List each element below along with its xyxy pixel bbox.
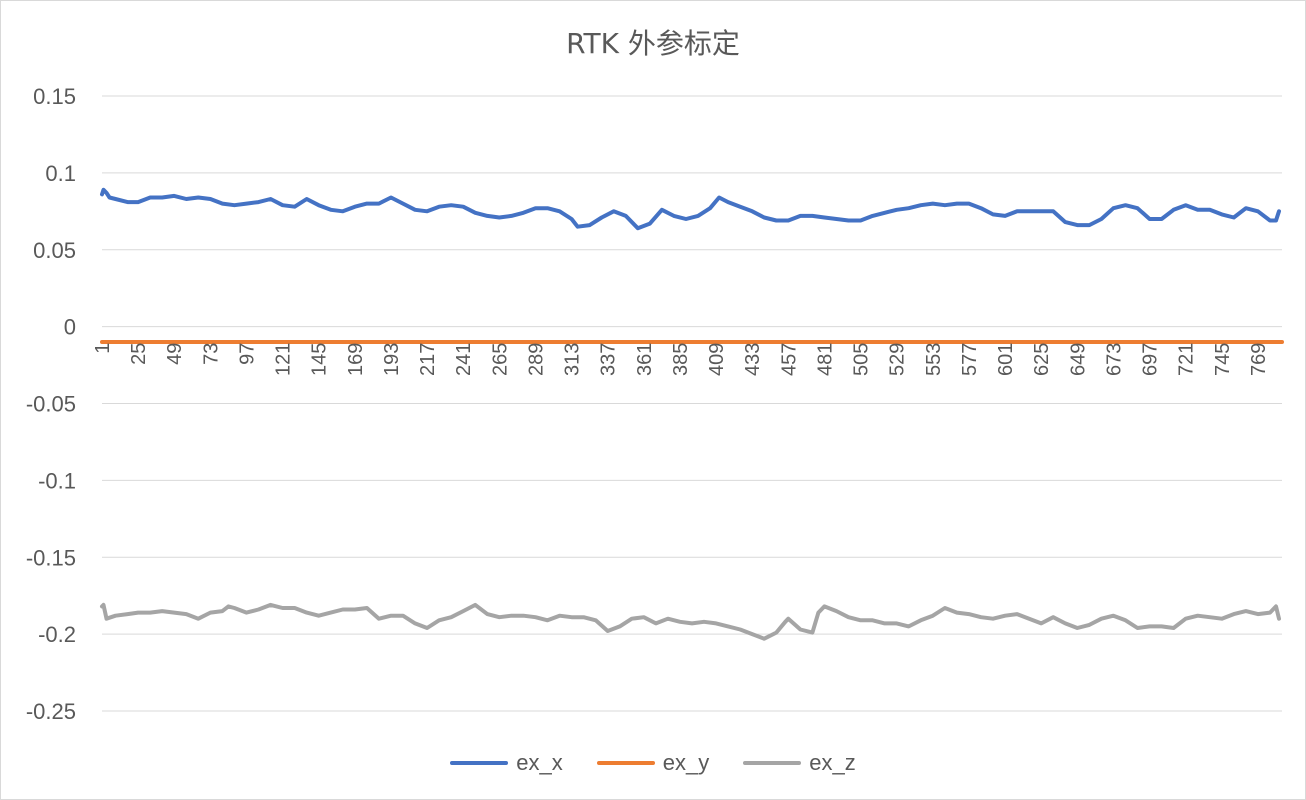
x-tick-label: 169 bbox=[345, 343, 367, 376]
y-tick-label: 0.1 bbox=[45, 161, 76, 186]
legend-item-ex-z: ex_z bbox=[743, 750, 856, 776]
x-tick-label: 553 bbox=[923, 343, 945, 376]
chart-title: RTK 外参标定 bbox=[566, 27, 740, 60]
x-tick-label: 577 bbox=[959, 343, 981, 376]
legend-label: ex_z bbox=[809, 750, 856, 775]
x-tick-label: 265 bbox=[489, 343, 511, 376]
y-tick-label: 0.15 bbox=[33, 84, 76, 109]
y-tick-label: -0.25 bbox=[26, 699, 76, 724]
x-tick-label: 721 bbox=[1176, 343, 1198, 376]
y-tick-label: -0.05 bbox=[26, 392, 76, 417]
legend-swatch bbox=[596, 761, 655, 765]
x-tick-label: 529 bbox=[887, 343, 909, 376]
x-tick-label: 409 bbox=[706, 343, 728, 376]
x-tick-label: 673 bbox=[1103, 343, 1125, 376]
x-tick-label: 649 bbox=[1067, 343, 1089, 376]
x-tick-label: 217 bbox=[417, 343, 439, 376]
y-tick-label: -0.1 bbox=[38, 468, 76, 493]
x-tick-label: 697 bbox=[1140, 343, 1162, 376]
x-tick-label: 73 bbox=[200, 343, 222, 365]
x-tick-label: 289 bbox=[525, 343, 547, 376]
y-axis-ticks: 0.15 0.1 0.05 0 -0.05 -0.1 -0.15 -0.2 -0.25 bbox=[26, 84, 76, 724]
x-tick-label: 745 bbox=[1212, 343, 1234, 376]
x-tick-label: 385 bbox=[670, 343, 692, 376]
x-tick-label: 769 bbox=[1248, 343, 1270, 376]
x-tick-label: 625 bbox=[1031, 343, 1053, 376]
x-tick-label: 145 bbox=[309, 343, 331, 376]
y-tick-label: 0 bbox=[64, 315, 76, 340]
x-tick-label: 601 bbox=[995, 343, 1017, 376]
series-line-ex-z bbox=[100, 602, 1281, 641]
x-axis-ticks: 1 25 49 73 97 121 145 169 193 217 241 265 289 313 337 3… bbox=[92, 343, 1270, 376]
legend-item-ex-y: ex_y bbox=[596, 750, 710, 776]
y-tick-label: -0.15 bbox=[26, 545, 76, 570]
series-lines bbox=[100, 187, 1284, 641]
series-line-ex-x bbox=[100, 187, 1281, 231]
x-tick-label: 361 bbox=[634, 343, 656, 376]
x-tick-label: 241 bbox=[453, 343, 475, 376]
x-tick-label: 193 bbox=[381, 343, 403, 376]
y-tick-label: -0.2 bbox=[38, 622, 76, 647]
x-tick-label: 49 bbox=[164, 343, 186, 365]
x-tick-label: 481 bbox=[814, 343, 836, 376]
y-tick-label: 0.05 bbox=[33, 238, 76, 263]
legend-label: ex_y bbox=[662, 750, 710, 775]
legend-swatch bbox=[743, 761, 802, 765]
legend-swatch bbox=[450, 761, 509, 765]
legend: ex_x ex_y ex_z bbox=[0, 750, 1306, 776]
x-tick-label: 337 bbox=[598, 343, 620, 376]
x-tick-label: 433 bbox=[742, 343, 764, 376]
x-tick-label: 313 bbox=[562, 343, 584, 376]
legend-item-ex-x: ex_x bbox=[450, 750, 563, 776]
x-tick-label: 457 bbox=[778, 343, 800, 376]
x-tick-label: 121 bbox=[273, 343, 295, 376]
x-tick-label: 97 bbox=[236, 343, 258, 365]
x-tick-label: 1 bbox=[92, 343, 114, 354]
legend-label: ex_x bbox=[516, 750, 563, 775]
x-tick-label: 25 bbox=[128, 343, 150, 365]
grid-lines bbox=[102, 95, 1282, 712]
x-tick-label: 505 bbox=[851, 343, 873, 376]
